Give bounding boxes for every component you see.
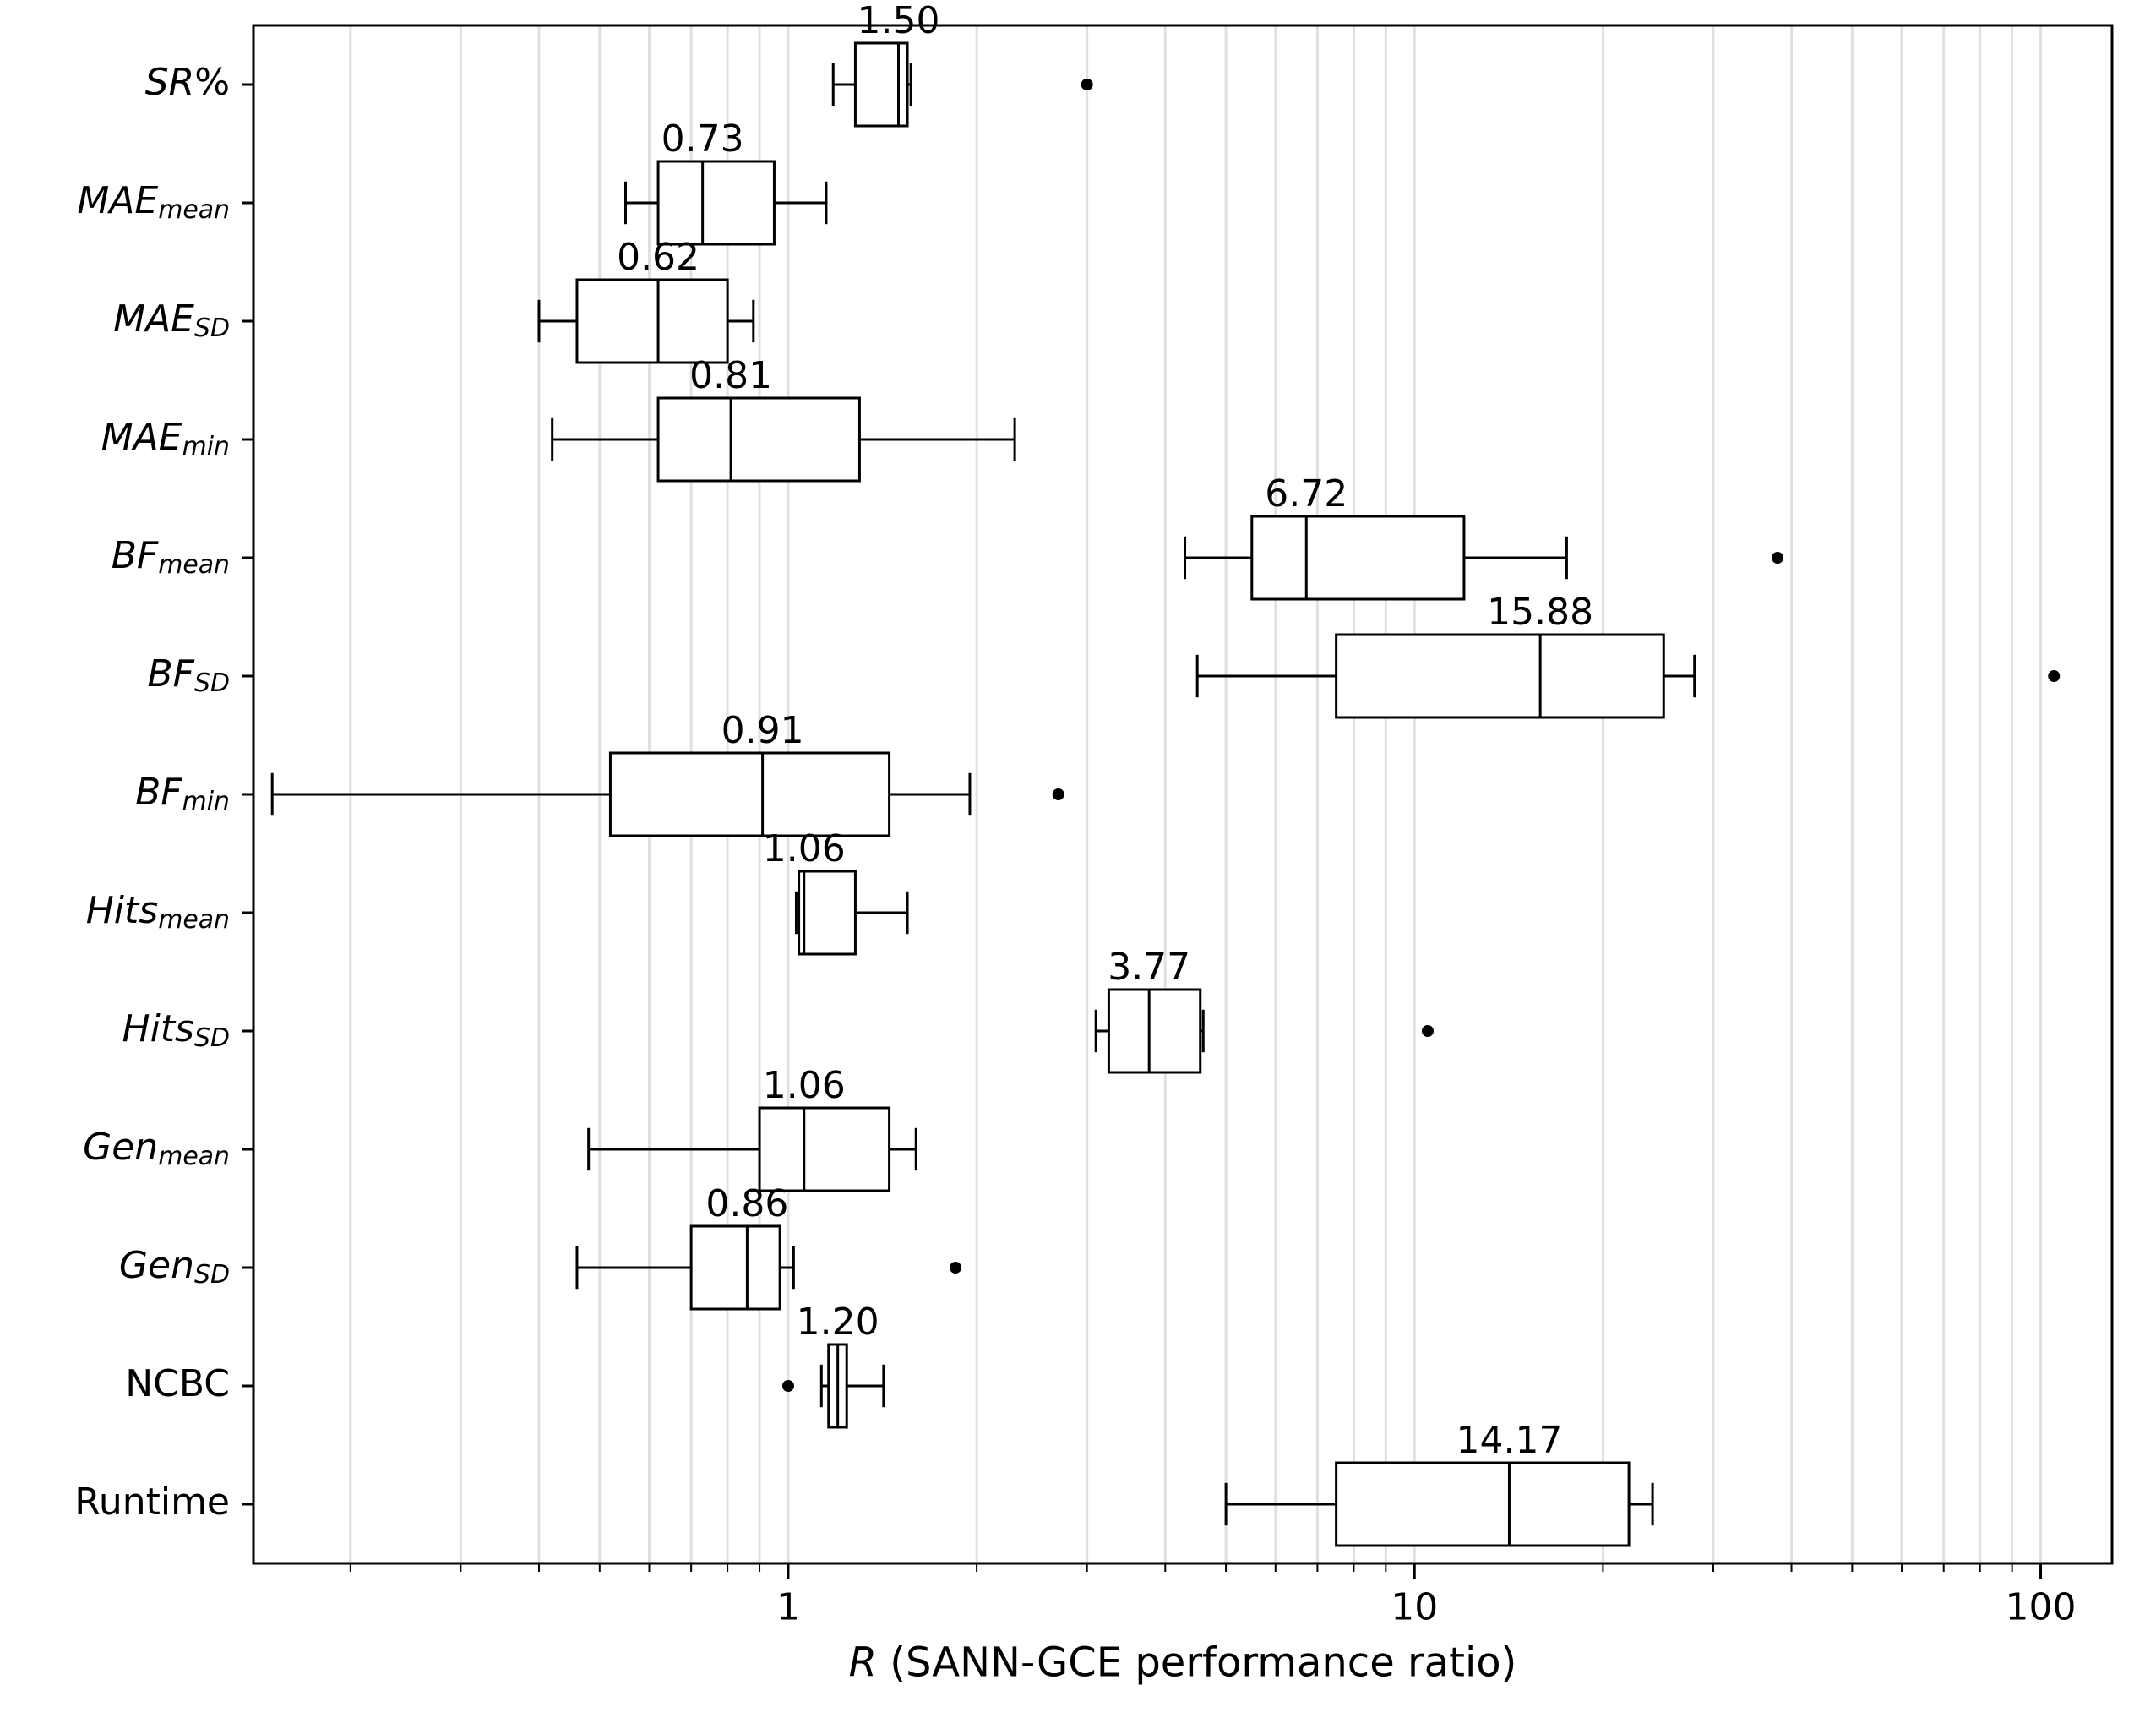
median-label: 0.81 [689,354,772,397]
y-tick-label: Runtime [74,1481,230,1524]
median-label: 15.88 [1487,591,1593,634]
boxplot-chart: 110100R (SANN-GCE performance ratio)SR%M… [0,0,2156,1718]
median-label: 0.73 [662,117,744,161]
x-tick-label: 100 [2006,1585,2077,1628]
median-label: 1.20 [797,1301,879,1344]
median-label: 6.72 [1265,472,1348,515]
y-tick-label: NCBC [125,1362,230,1405]
median-label: 0.86 [705,1182,788,1225]
median-label: 1.06 [763,827,846,870]
median-label: 1.06 [763,1064,846,1107]
median-label: 0.91 [721,709,804,752]
chart-svg: 110100R (SANN-GCE performance ratio)SR%M… [0,0,2156,1718]
median-label: 1.50 [858,0,940,42]
median-label: 14.17 [1456,1419,1562,1462]
median-label: 0.62 [617,236,700,279]
median-label: 3.77 [1108,946,1190,989]
x-tick-label: 10 [1391,1585,1438,1628]
y-tick-label: SR% [145,61,230,104]
x-tick-label: 1 [776,1585,800,1628]
x-axis-label: R (SANN-GCE performance ratio) [849,1639,1517,1687]
